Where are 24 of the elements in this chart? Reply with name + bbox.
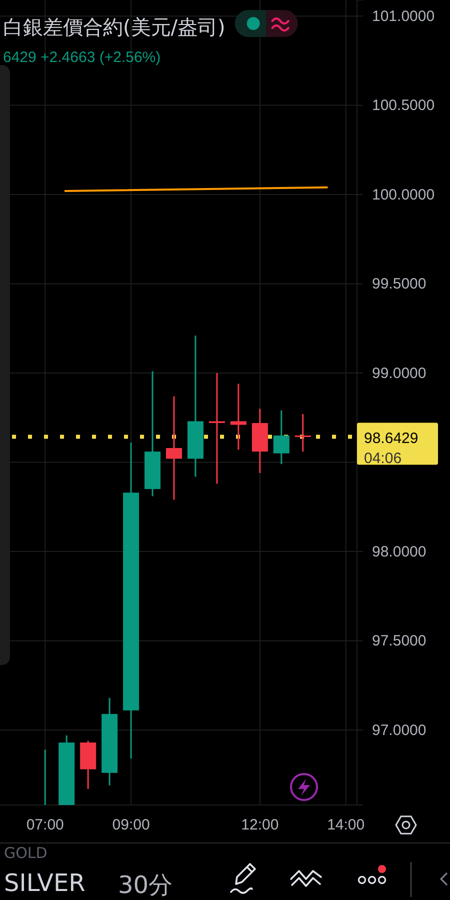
text: 6429 +2.4663 (+2.56%) <box>3 49 161 66</box>
text: GOLD <box>4 844 48 862</box>
y-tick-label: 97.0000 <box>372 722 426 739</box>
x-tick-label: 07:00 <box>26 816 64 834</box>
text: 白銀差價合約(美元/盎司) <box>3 15 226 39</box>
x-tick-label: 12:00 <box>241 816 279 834</box>
y-tick-label: 100.0000 <box>372 186 435 204</box>
x-tick-label: 09:00 <box>112 816 150 834</box>
y-tick-label: 98.0000 <box>372 543 426 560</box>
candlestick <box>294 413 311 452</box>
y-tick-label: 97.5000 <box>372 632 426 650</box>
y-tick-label: 99.5000 <box>372 276 426 293</box>
text: SILVER <box>4 869 86 897</box>
candlestick <box>166 396 182 501</box>
y-tick-label: 99.0000 <box>372 364 426 382</box>
x-tick-label: 14:00 <box>327 816 365 834</box>
text: 30分 <box>118 871 173 899</box>
candlestick <box>208 372 225 484</box>
ref-line-label: 98.6429 <box>364 430 418 447</box>
y-tick-label: 100.5000 <box>372 97 435 114</box>
candlestick <box>273 410 290 465</box>
y-tick-label: 101.0000 <box>372 8 435 25</box>
candlestick <box>230 383 246 451</box>
text: 04:06 <box>364 450 402 467</box>
